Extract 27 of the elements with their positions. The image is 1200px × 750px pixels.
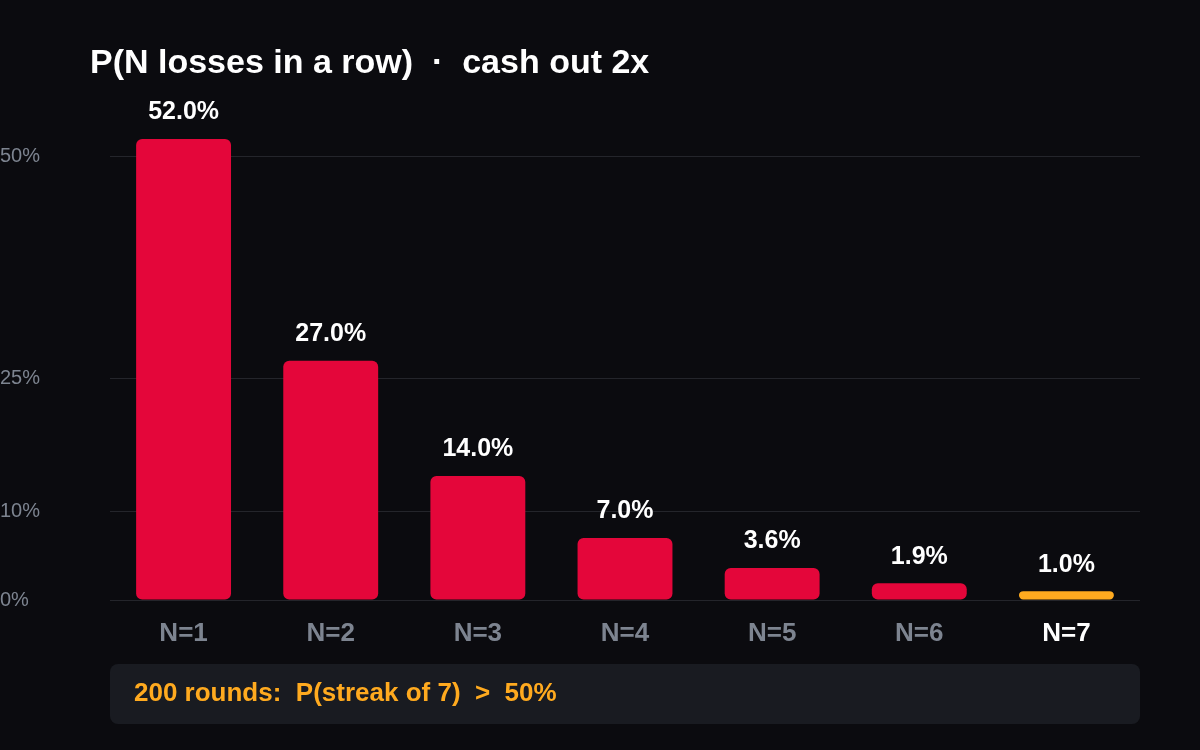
bar <box>577 537 673 600</box>
x-tick-label: N=5 <box>747 616 797 647</box>
bar <box>430 475 526 600</box>
x-tick-label: N=6 <box>895 616 944 647</box>
data-label: 27.0% <box>295 318 367 347</box>
x-tick-label: N=1 <box>159 616 208 647</box>
chart-title: P(N losses in a row) · cash out 2x <box>90 42 650 81</box>
data-label: 52.0% <box>148 96 220 125</box>
bar <box>871 583 967 600</box>
bar <box>136 139 232 600</box>
data-label: 1.0% <box>1037 548 1095 577</box>
data-label: 3.6% <box>743 525 801 554</box>
y-tick-label: 10% <box>0 498 41 521</box>
y-tick-label: 25% <box>0 365 41 388</box>
y-tick-label: 0% <box>0 587 30 610</box>
bar <box>1018 591 1114 600</box>
data-label: 1.9% <box>890 540 948 569</box>
bar <box>283 360 379 600</box>
bar <box>724 568 820 600</box>
x-tick-label: N=7 <box>1042 616 1091 647</box>
x-tick-label: N=4 <box>600 616 650 647</box>
x-tick-label: N=2 <box>306 616 355 647</box>
data-label: 7.0% <box>596 495 654 524</box>
data-label: 14.0% <box>442 433 514 462</box>
y-tick-label: 50% <box>0 144 41 167</box>
x-tick-label: N=3 <box>453 616 503 647</box>
text: 200 rounds: P(streak of 7) > 50% <box>110 664 1140 724</box>
